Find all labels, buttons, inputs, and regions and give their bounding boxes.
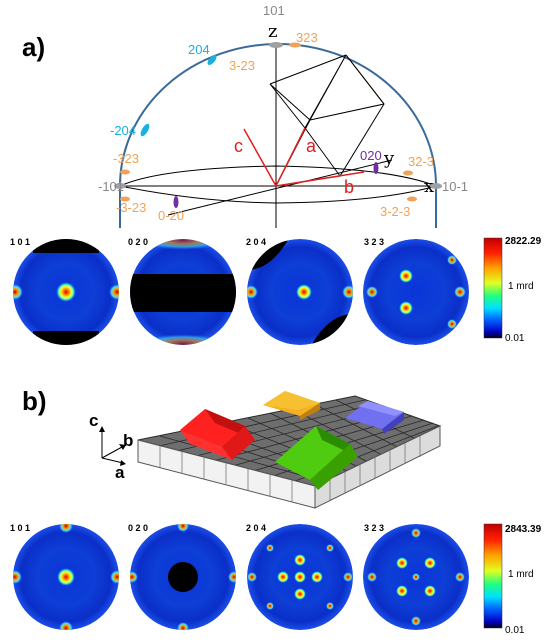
y-axis-line (167, 159, 393, 216)
b-axis-label: b (344, 177, 354, 197)
colorbar-b-mid: 1 mrd (508, 569, 534, 580)
pf-b-title-1: 1 0 1 (10, 523, 30, 533)
pole-323-marker (289, 42, 301, 48)
colorbar-a-max: 2822.29 (505, 236, 542, 247)
pole-figure-a-101 (13, 239, 119, 345)
b-axis-arrow (275, 171, 365, 187)
pole-0m20-marker (173, 196, 179, 208)
colorbar-b-max: 2843.39 (505, 524, 542, 535)
pf-b-title-3: 2 0 4 (246, 523, 266, 533)
prism-blue (345, 401, 404, 434)
pole-32m3-label: 32-3 (408, 154, 434, 169)
panel-b-label: b) (22, 386, 47, 416)
panel-a-label: a) (22, 32, 45, 62)
sphere-diagram: c a b z y x 101 323 204 3-23 -204 -323 0… (98, 3, 468, 228)
pole-10m1-marker (430, 183, 442, 189)
equator-front (119, 185, 437, 204)
colorbar-b-min: 0.01 (505, 625, 525, 636)
pole-3-23-label: 3-23 (229, 58, 255, 73)
colorbar-a (483, 237, 503, 339)
prism-green (275, 426, 358, 490)
pole-32m3-marker (403, 170, 413, 176)
pole-204-label: 204 (188, 42, 210, 57)
pole-m3m23-label: -3-23 (116, 200, 146, 215)
pole-204-marker (207, 55, 217, 65)
prism-orange (263, 391, 320, 420)
pole-figure-a-020 (130, 239, 236, 345)
pole-m204-label: -204 (110, 123, 136, 138)
triad-c-label: c (89, 411, 98, 430)
pole-m323-marker (120, 169, 130, 175)
pole-m204-marker (140, 123, 150, 137)
x-axis-label: x (424, 176, 434, 197)
y-axis-label: y (383, 148, 395, 169)
pole-m3m23-marker (120, 196, 130, 202)
pole-m101-marker (114, 183, 126, 189)
c-axis-label: c (234, 136, 243, 156)
pf-b-title-2: 0 2 0 (128, 523, 148, 533)
pole-323-label: 323 (296, 30, 318, 45)
pf-a-title-1: 1 0 1 (10, 237, 30, 247)
pole-3m2m3-marker (407, 196, 417, 202)
pf-a-title-3: 2 0 4 (246, 237, 266, 247)
pole-020-label: 020 (360, 148, 382, 163)
pf-b-title-4: 3 2 3 (364, 523, 384, 533)
pole-3m2m3-label: 3-2-3 (380, 204, 410, 219)
a-axis-label: a (306, 136, 317, 156)
pf-a-title-4: 3 2 3 (364, 237, 384, 247)
pole-figure-a-204 (247, 239, 353, 345)
pole-101-label: 101 (263, 3, 285, 18)
pole-020-marker (373, 162, 379, 174)
pole-figure-a-323 (363, 239, 469, 345)
z-axis-label: z (268, 21, 277, 42)
c-axis-arrow (243, 128, 277, 187)
colorbar-a-mid: 1 mrd (508, 281, 534, 292)
prism-red (180, 409, 255, 460)
a-axis-arrow (275, 127, 306, 187)
pf-a-title-2: 0 2 0 (128, 237, 148, 247)
pole-10m1-label: 10-1 (442, 179, 468, 194)
colorbar-a-min: 0.01 (505, 333, 525, 344)
pole-0m20-label: 0-20 (158, 208, 184, 223)
triad-a-label: a (115, 463, 125, 482)
pole-figure-b-101 (13, 524, 119, 630)
substrate-3d: c b a (89, 391, 442, 509)
pole-figure-b-020 (130, 524, 236, 630)
pole-101-marker (269, 42, 283, 48)
pole-m323-label: -323 (113, 151, 139, 166)
triad-a-axis (101, 457, 124, 464)
pole-figure-b-204 (247, 524, 353, 630)
triad-b-label: b (123, 431, 133, 450)
pole-m101-label: -101 (98, 179, 124, 194)
triad-b-axis (101, 446, 123, 459)
colorbar-b (483, 523, 503, 629)
pole-figure-b-323 (363, 524, 469, 630)
